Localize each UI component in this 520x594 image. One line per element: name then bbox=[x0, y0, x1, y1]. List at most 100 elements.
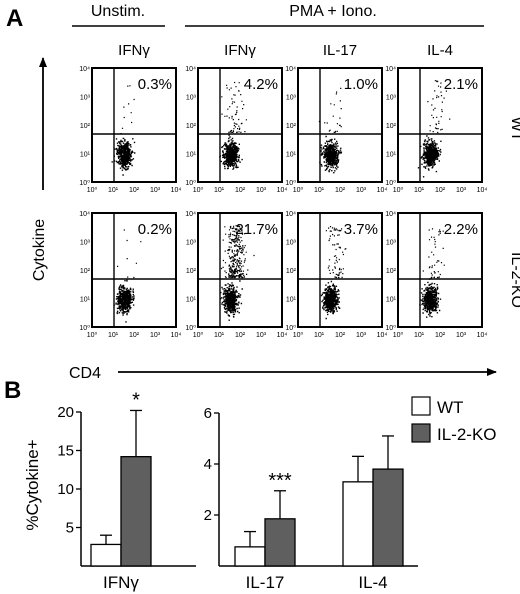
y-tick-label: 10⁴ bbox=[185, 66, 196, 73]
quadrant-percentage: 2.1% bbox=[444, 76, 478, 93]
y-tick-label: 10⁰ bbox=[385, 179, 396, 187]
x-tick-label: 10² bbox=[235, 332, 246, 339]
y-tick-label: 10⁴ bbox=[185, 211, 196, 218]
x-tick-label: 10² bbox=[335, 187, 346, 194]
event-dots bbox=[320, 226, 347, 320]
x-tick-label: 10³ bbox=[256, 332, 267, 339]
plot-frame bbox=[397, 67, 483, 183]
x-tick-label: 10⁰ bbox=[193, 186, 204, 194]
plot-frame bbox=[91, 67, 177, 183]
y-tick-label: 10⁴ bbox=[285, 211, 296, 218]
x-tick-label: 10⁰ bbox=[393, 186, 404, 194]
y-tick-label: 10¹ bbox=[186, 152, 197, 159]
panel-a-letter: A bbox=[6, 5, 23, 32]
x-tick-label: 10² bbox=[129, 187, 140, 194]
legend: WT IL-2-KO bbox=[411, 396, 497, 444]
x-tick-label: 10⁴ bbox=[171, 187, 182, 194]
plot-frame bbox=[197, 212, 283, 328]
x-tick-label: 10¹ bbox=[108, 332, 119, 339]
category-label: IL-4 bbox=[358, 573, 387, 592]
x-tick-label: 10¹ bbox=[214, 332, 225, 339]
bar-wt-il-17 bbox=[234, 546, 266, 567]
x-tick-label: 10⁰ bbox=[293, 186, 304, 194]
quadrant-percentage: 1.0% bbox=[344, 76, 378, 93]
y-tick-label: 10² bbox=[386, 123, 397, 130]
column-title: IL-4 bbox=[427, 42, 453, 59]
bar-wt-il-4 bbox=[342, 481, 374, 567]
plot-frame bbox=[297, 212, 383, 328]
event-dots bbox=[417, 80, 451, 178]
y-tick-label: 10⁰ bbox=[385, 324, 396, 332]
x-axis-label: CD4 bbox=[69, 365, 101, 382]
quadrant-percentage: 0.2% bbox=[138, 221, 172, 238]
quadrant-percentage: 2.2% bbox=[444, 221, 478, 238]
y-tick-label: 10³ bbox=[80, 240, 91, 247]
x-tick-label: 10² bbox=[129, 332, 140, 339]
y-tick-label: 10¹ bbox=[186, 297, 197, 304]
y-tick-label: 10² bbox=[80, 123, 91, 130]
flow-cytometry-panels: IFNγ0.3%10⁰10⁰10¹10¹10²10²10³10³10⁴10⁴IF… bbox=[79, 42, 487, 339]
bar-il-2-ko-il-4 bbox=[372, 468, 404, 567]
plot-frame bbox=[397, 212, 483, 328]
x-tick-label: 10¹ bbox=[414, 332, 425, 339]
row-label-wt: WT bbox=[508, 117, 520, 142]
bar-charts: 5 10 15 20 * IFNγ 2 4 6 *** IL-17 IL-4 bbox=[57, 389, 418, 592]
event-dots bbox=[219, 81, 247, 170]
column-title: IL-17 bbox=[323, 42, 357, 59]
y-tick-label: 10² bbox=[286, 123, 297, 130]
y-tick-label: 10⁴ bbox=[79, 66, 90, 73]
quadrant-percentage: 3.7% bbox=[344, 221, 378, 238]
y-tick-label: 10⁰ bbox=[285, 324, 296, 332]
y-tick-label: 10⁰ bbox=[285, 179, 296, 187]
column-title: IFNγ bbox=[118, 42, 150, 59]
y-tick-label: 10² bbox=[186, 268, 197, 275]
y-tick-label: 10¹ bbox=[286, 152, 297, 159]
y-tick-label: 10² bbox=[286, 268, 297, 275]
y-tick-label: 10¹ bbox=[386, 297, 397, 304]
x-tick-label: 10⁴ bbox=[477, 332, 488, 339]
y-tick-label: 10³ bbox=[186, 240, 197, 247]
x-tick-label: 10³ bbox=[150, 332, 161, 339]
x-tick-label: 10² bbox=[435, 332, 446, 339]
x-tick-label: 10³ bbox=[456, 187, 467, 194]
x-tick-label: 10¹ bbox=[314, 187, 325, 194]
x-tick-label: 10³ bbox=[256, 187, 267, 194]
y-tick-label: 10⁴ bbox=[385, 66, 396, 73]
y-tick-label: 10² bbox=[186, 123, 197, 130]
x-tick-label: 10³ bbox=[150, 187, 161, 194]
y-tick-label: 10¹ bbox=[80, 297, 91, 304]
panel-b-letter: B bbox=[4, 377, 21, 404]
y-tick-label: 10⁰ bbox=[185, 179, 196, 187]
y-tick-label: 2 bbox=[204, 507, 212, 524]
x-tick-label: 10³ bbox=[356, 332, 367, 339]
plot-frame bbox=[297, 67, 383, 183]
y-tick-label: 15 bbox=[57, 443, 74, 460]
x-tick-label: 10⁰ bbox=[87, 186, 98, 194]
bar-chart-il17-il4: 2 4 6 *** IL-17 IL-4 bbox=[204, 405, 418, 592]
event-dots bbox=[318, 87, 343, 174]
x-tick-label: 10⁰ bbox=[393, 331, 404, 339]
quadrant-percentage: 0.3% bbox=[138, 76, 172, 93]
x-tick-label: 10¹ bbox=[214, 187, 225, 194]
legend-label-il2ko: IL-2-KO bbox=[437, 425, 497, 444]
x-tick-label: 10⁰ bbox=[87, 331, 98, 339]
y-tick-label: 5 bbox=[66, 520, 74, 537]
category-label: IL-17 bbox=[246, 573, 285, 592]
y-tick-label: 10⁰ bbox=[79, 179, 90, 187]
y-axis-label: Cytokine bbox=[31, 219, 48, 281]
event-dots bbox=[219, 225, 255, 321]
y-tick-label: 20 bbox=[57, 404, 74, 421]
y-tick-label: 10⁰ bbox=[79, 324, 90, 332]
event-dots bbox=[113, 229, 142, 323]
x-tick-label: 10² bbox=[335, 332, 346, 339]
x-tick-label: 10⁴ bbox=[377, 332, 388, 339]
quadrant-percentage: 21.7% bbox=[235, 221, 278, 238]
x-tick-label: 10⁴ bbox=[477, 187, 488, 194]
y-tick-label: 10¹ bbox=[80, 152, 91, 159]
x-tick-label: 10⁴ bbox=[171, 332, 182, 339]
